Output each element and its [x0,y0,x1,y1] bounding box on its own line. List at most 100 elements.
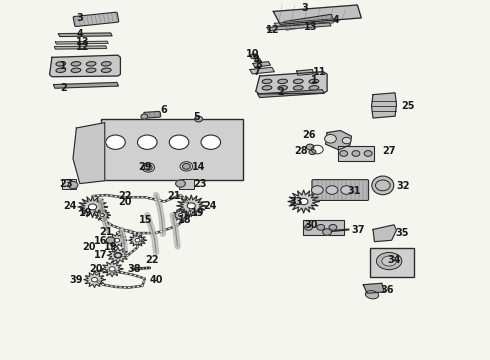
Text: 5: 5 [193,112,200,122]
Circle shape [326,186,338,194]
Circle shape [305,225,313,230]
Ellipse shape [372,176,394,195]
Polygon shape [250,67,274,74]
Text: 24: 24 [203,201,217,211]
Circle shape [68,181,78,189]
Ellipse shape [278,79,288,84]
Ellipse shape [294,79,303,84]
Circle shape [317,225,325,230]
Text: 2: 2 [60,83,67,93]
Text: 28: 28 [294,145,308,156]
Bar [101,119,243,180]
Polygon shape [253,62,270,67]
Text: 20: 20 [82,242,96,252]
FancyBboxPatch shape [144,112,161,118]
Bar [62,179,76,189]
Polygon shape [371,93,396,118]
Polygon shape [288,190,319,213]
Ellipse shape [278,86,288,90]
Circle shape [114,238,120,242]
Text: 7: 7 [253,67,260,77]
Ellipse shape [101,62,111,66]
Ellipse shape [366,291,379,299]
Ellipse shape [71,68,81,72]
Text: 27: 27 [382,145,395,156]
Ellipse shape [106,135,125,149]
Polygon shape [73,123,105,184]
Circle shape [299,198,308,205]
Text: 34: 34 [388,255,401,265]
Text: 1: 1 [311,75,318,85]
Ellipse shape [309,79,319,84]
Text: 25: 25 [401,102,415,112]
Text: 19: 19 [79,208,93,219]
Polygon shape [326,131,351,150]
Text: 12: 12 [76,42,90,51]
Text: 3: 3 [76,13,83,23]
Text: 2: 2 [277,87,284,97]
Text: 22: 22 [118,191,132,201]
Ellipse shape [56,68,66,72]
Text: 13: 13 [76,37,90,47]
Polygon shape [363,283,384,293]
Ellipse shape [376,252,402,270]
FancyBboxPatch shape [73,12,119,26]
Text: 30: 30 [305,220,318,230]
Polygon shape [58,33,112,37]
Text: 19: 19 [191,208,205,219]
Text: 16: 16 [94,236,107,246]
Text: 23: 23 [194,179,207,189]
Text: 1: 1 [60,61,67,71]
Ellipse shape [71,62,81,66]
Circle shape [92,278,98,282]
Text: 6: 6 [160,105,167,115]
Text: 8: 8 [255,60,262,70]
Text: 23: 23 [59,179,73,189]
Text: 24: 24 [63,201,76,211]
Text: 20: 20 [89,264,102,274]
Polygon shape [267,23,331,31]
Polygon shape [54,46,107,49]
Bar [179,179,194,189]
Circle shape [100,213,104,217]
FancyBboxPatch shape [283,14,334,30]
Polygon shape [256,72,327,94]
Polygon shape [273,5,361,24]
Text: 11: 11 [314,67,327,77]
Ellipse shape [86,68,96,72]
Text: 35: 35 [395,228,409,238]
Text: 14: 14 [192,162,206,172]
Polygon shape [95,210,110,221]
Text: 29: 29 [139,162,152,172]
Text: 3: 3 [301,3,308,13]
Polygon shape [78,196,107,218]
Circle shape [109,267,115,271]
Text: 39: 39 [69,275,83,285]
Text: 38: 38 [128,264,142,274]
Polygon shape [373,225,396,242]
Circle shape [115,253,121,257]
Circle shape [187,203,196,209]
Polygon shape [297,69,314,75]
Ellipse shape [138,135,157,149]
Circle shape [114,252,122,258]
Text: 21: 21 [167,191,180,201]
Ellipse shape [382,256,396,266]
Text: 32: 32 [396,181,410,192]
Text: 13: 13 [304,22,317,32]
Ellipse shape [201,135,220,149]
Circle shape [106,237,115,243]
Circle shape [135,238,140,242]
Text: 36: 36 [381,285,394,296]
Circle shape [340,150,347,156]
Polygon shape [101,261,123,277]
Text: 22: 22 [145,255,158,265]
Polygon shape [53,82,119,88]
Polygon shape [49,55,121,77]
Polygon shape [84,272,105,288]
Bar [338,146,374,161]
Text: 40: 40 [150,275,163,285]
FancyBboxPatch shape [312,180,368,201]
Text: 10: 10 [246,49,260,59]
Circle shape [195,116,202,122]
